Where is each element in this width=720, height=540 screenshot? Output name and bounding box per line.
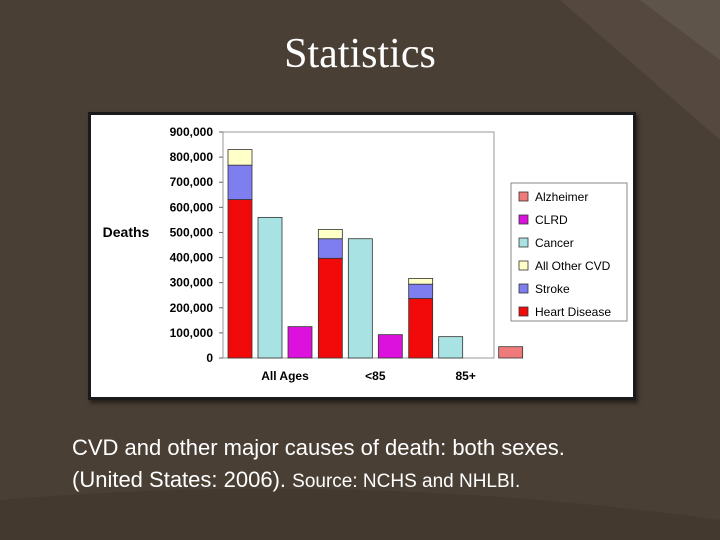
caption-date: (United States: 2006). [72,467,287,492]
legend-swatch-heart-disease [518,306,529,317]
y-tick-label: 500,000 [170,225,214,239]
bar-85-cancer [438,336,464,359]
bar-all-ages-cancer [257,216,283,359]
legend-swatch-cancer [518,237,529,248]
y-tick-label: 300,000 [170,276,214,290]
slide-title: Statistics [284,31,436,77]
legend-label-cancer: Cancer [535,236,574,250]
legend-label-alzheimer: Alzheimer [535,190,588,204]
bar-85-stroke [317,238,343,259]
bar-all-ages-all-other-cvd [227,149,253,166]
x-tick-label: All Ages [261,369,309,383]
bar-85-all-other-cvd [317,229,343,240]
bar-85-heart-disease [408,298,434,359]
y-tick-label: 100,000 [170,326,214,340]
legend-swatch-clrd [518,214,529,225]
bar-85-alzheimer [498,346,524,359]
bar-all-ages-heart-disease [227,199,253,359]
caption-source: Source: NCHS and NHLBI. [292,471,521,492]
y-tick-label: 200,000 [170,301,214,315]
y-tick-label: 800,000 [170,150,214,164]
chart-frame: 0 100,000 200,000 300,000 400,000 500,000 600,… [88,112,636,400]
bar-85-heart-disease [317,257,343,359]
y-tick-label: 0 [206,351,213,365]
y-axis-label: Deaths [103,224,150,240]
legend-label-all-other-cvd: All Other CVD [535,259,611,273]
legend-swatch-all-other-cvd [518,260,529,271]
bar-chart: 0 100,000 200,000 300,000 400,000 500,000 600,… [103,125,628,383]
legend-box [510,182,628,322]
caption-line-2: (United States: 2006). Source: NCHS and … [72,464,692,498]
legend-label-heart-disease: Heart Disease [535,305,611,319]
legend-label-clrd: CLRD [535,213,568,227]
bar-85-stroke [408,283,434,299]
caption: CVD and other major causes of death: bot… [72,432,692,498]
caption-line-1: CVD and other major causes of death: bot… [72,435,565,460]
bar-85-cancer [347,238,373,359]
bar-all-ages-clrd [287,326,313,359]
y-tick-label: 400,000 [170,251,214,265]
legend-swatch-alzheimer [518,191,529,202]
legend-swatch-stroke [518,283,529,294]
bar-85-all-other-cvd [408,277,434,285]
y-tick-label: 600,000 [170,200,214,214]
bar-85-clrd [377,334,403,359]
y-tick-label: 700,000 [170,175,214,189]
x-tick-label: <85 [365,369,386,383]
bar-all-ages-stroke [227,164,253,200]
legend-label-stroke: Stroke [535,282,570,296]
y-tick-label: 900,000 [170,125,214,139]
x-tick-label: 85+ [455,369,475,383]
